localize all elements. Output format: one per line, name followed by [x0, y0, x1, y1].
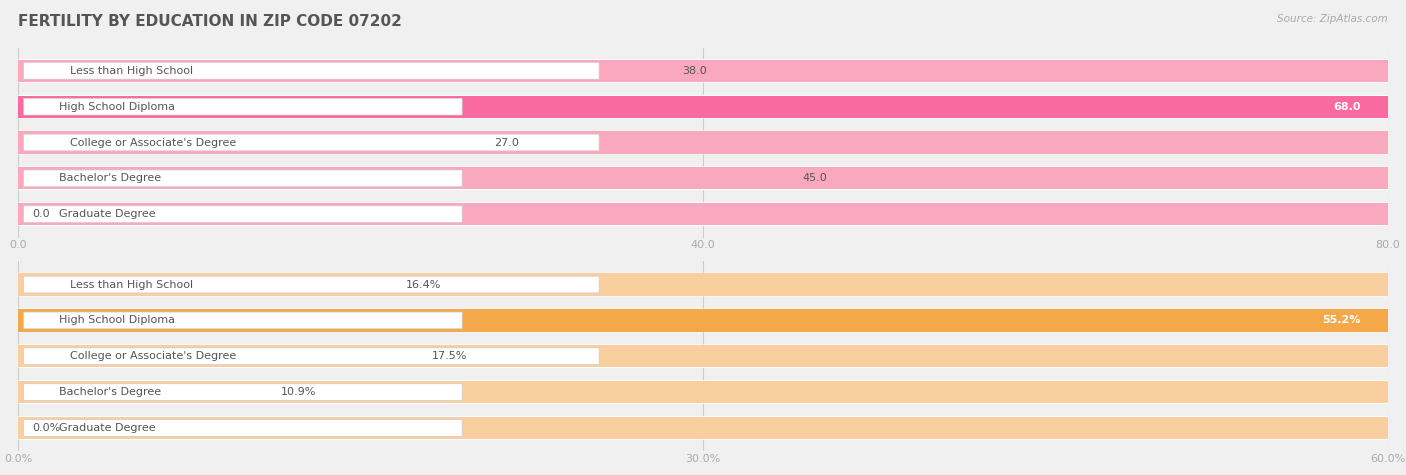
Bar	[18, 95, 1388, 118]
FancyBboxPatch shape	[24, 206, 463, 223]
Bar	[18, 132, 1388, 153]
Text: 16.4%: 16.4%	[406, 280, 441, 290]
FancyBboxPatch shape	[18, 416, 1388, 440]
FancyBboxPatch shape	[24, 170, 463, 187]
Bar	[18, 381, 1388, 403]
FancyBboxPatch shape	[18, 273, 1388, 296]
Text: High School Diploma: High School Diploma	[59, 102, 174, 112]
Text: 68.0: 68.0	[1333, 102, 1361, 112]
FancyBboxPatch shape	[18, 59, 1388, 83]
Text: Bachelor's Degree: Bachelor's Degree	[59, 173, 160, 183]
FancyBboxPatch shape	[18, 380, 1388, 404]
Bar	[18, 167, 1388, 190]
Text: Graduate Degree: Graduate Degree	[59, 423, 156, 433]
FancyBboxPatch shape	[18, 202, 1388, 226]
FancyBboxPatch shape	[24, 276, 599, 293]
Text: FERTILITY BY EDUCATION IN ZIP CODE 07202: FERTILITY BY EDUCATION IN ZIP CODE 07202	[18, 14, 402, 29]
Text: 55.2%: 55.2%	[1322, 315, 1361, 325]
Text: Graduate Degree: Graduate Degree	[59, 209, 156, 219]
FancyBboxPatch shape	[18, 344, 1388, 368]
Text: 0.0%: 0.0%	[32, 423, 60, 433]
FancyBboxPatch shape	[24, 134, 599, 151]
Text: 0.0: 0.0	[32, 209, 49, 219]
Text: High School Diploma: High School Diploma	[59, 315, 174, 325]
Text: Source: ZipAtlas.com: Source: ZipAtlas.com	[1277, 14, 1388, 24]
Text: 45.0: 45.0	[803, 173, 827, 183]
Bar	[18, 274, 1388, 295]
FancyBboxPatch shape	[18, 131, 1388, 154]
Bar	[18, 203, 1388, 225]
FancyBboxPatch shape	[24, 419, 463, 437]
FancyBboxPatch shape	[18, 167, 1388, 190]
Text: 17.5%: 17.5%	[432, 351, 467, 361]
FancyBboxPatch shape	[24, 312, 463, 329]
Text: 27.0: 27.0	[494, 137, 519, 148]
Text: Less than High School: Less than High School	[70, 66, 193, 76]
FancyBboxPatch shape	[24, 62, 599, 79]
Bar	[18, 60, 1388, 82]
FancyBboxPatch shape	[24, 98, 463, 115]
FancyBboxPatch shape	[24, 384, 463, 400]
Text: College or Associate's Degree: College or Associate's Degree	[70, 351, 236, 361]
FancyBboxPatch shape	[24, 348, 599, 365]
Text: 38.0: 38.0	[682, 66, 707, 76]
Bar	[18, 345, 1388, 367]
Text: Less than High School: Less than High School	[70, 280, 193, 290]
Text: College or Associate's Degree: College or Associate's Degree	[70, 137, 236, 148]
FancyBboxPatch shape	[18, 309, 1388, 332]
FancyBboxPatch shape	[18, 95, 1388, 118]
Bar	[18, 309, 1388, 332]
Text: Bachelor's Degree: Bachelor's Degree	[59, 387, 160, 397]
Bar	[18, 417, 1388, 439]
Text: 10.9%: 10.9%	[281, 387, 316, 397]
